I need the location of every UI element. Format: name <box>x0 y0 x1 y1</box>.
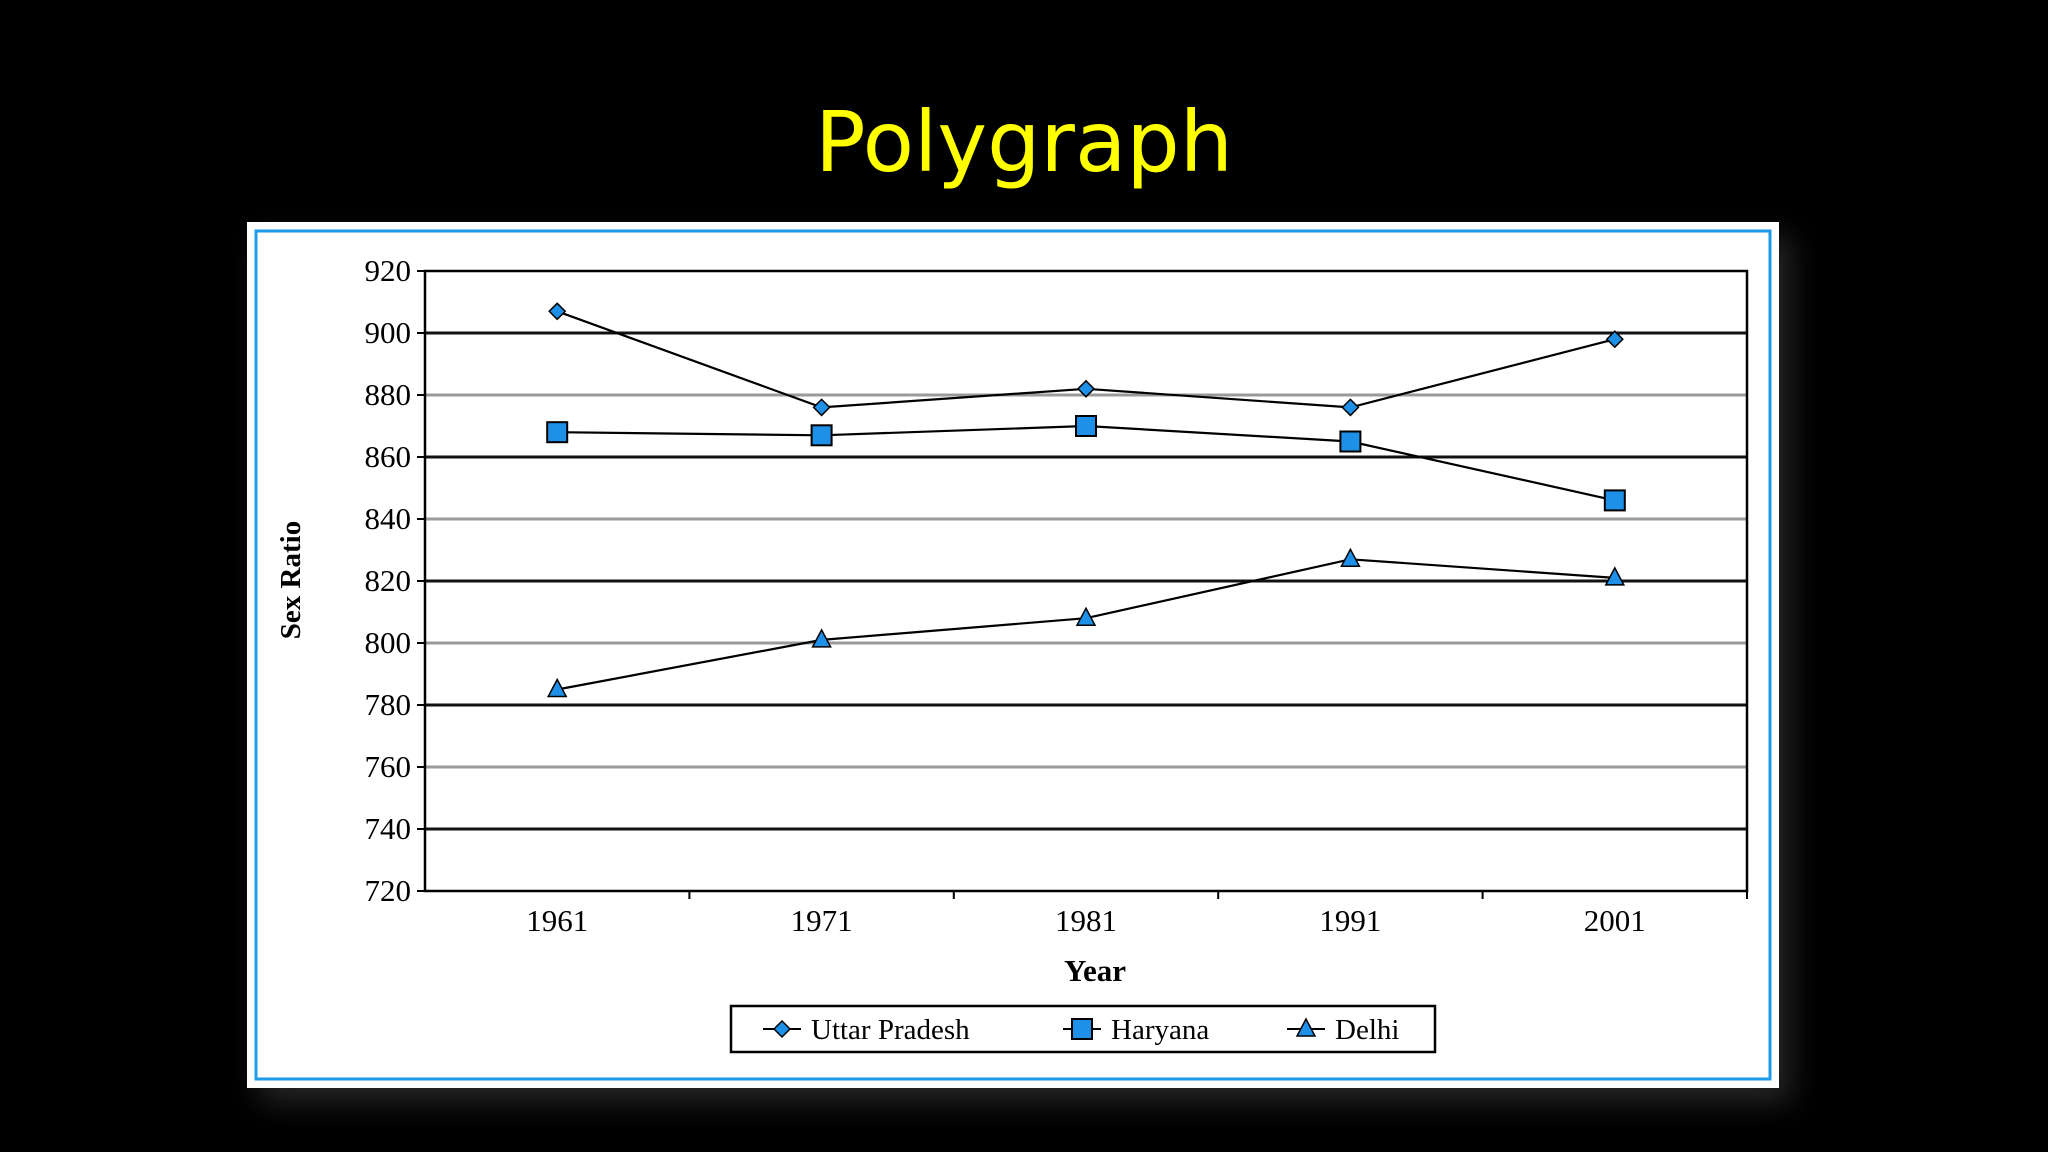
uttar-pradesh-point <box>1605 330 1624 349</box>
uttar-pradesh-point <box>1076 379 1096 398</box>
x-tick-label: 1981 <box>1055 903 1117 938</box>
chart-border <box>254 229 1772 1081</box>
slide-title: Polygraph <box>815 93 1233 191</box>
delhi-point <box>546 677 568 698</box>
uttar-pradesh-point <box>548 302 567 321</box>
haryana-point <box>1075 415 1097 437</box>
x-tick-label: 1961 <box>526 903 588 938</box>
y-tick-label: 800 <box>365 625 412 660</box>
legend-marker-uttar-pradesh <box>772 1019 792 1039</box>
x-tick-label: 1991 <box>1319 903 1381 938</box>
haryana-point <box>1603 489 1626 512</box>
legend-label-uttar-pradesh: Uttar Pradesh <box>811 1014 970 1046</box>
y-tick-label: 880 <box>365 377 412 412</box>
legend-label-delhi: Delhi <box>1335 1014 1399 1046</box>
x-tick-label: 1971 <box>791 903 853 938</box>
sex-ratio-line-chart: 920 900 880 860 840 820 800 780 760 740 720 1961 197… <box>254 229 1772 1081</box>
delhi-point <box>1604 566 1626 586</box>
chart-frame: 920 900 880 860 840 820 800 780 760 740 720 1961 197… <box>247 222 1779 1088</box>
x-axis-title: Year <box>1064 953 1126 988</box>
y-tick-label: 740 <box>365 811 412 846</box>
y-tick-label: 840 <box>365 501 412 536</box>
axis-ticks <box>417 270 1748 899</box>
series-lines <box>546 302 1626 698</box>
legend-label-haryana: Haryana <box>1111 1014 1209 1046</box>
delhi-point <box>1075 606 1097 626</box>
haryana-series-line <box>557 424 1616 502</box>
haryana-point <box>810 424 833 447</box>
haryana-point <box>546 421 569 444</box>
gridlines <box>425 331 1747 831</box>
legend-marker-haryana <box>1071 1018 1093 1040</box>
delhi-point <box>811 628 832 648</box>
y-tick-label: 760 <box>365 749 412 784</box>
legend-marker-delhi <box>1295 1017 1317 1037</box>
x-tick-label: 2001 <box>1584 903 1646 938</box>
y-tick-label: 900 <box>365 315 412 350</box>
y-tick-label: 860 <box>365 439 412 474</box>
uttar-pradesh-point <box>812 398 831 417</box>
delhi-point <box>1340 547 1361 568</box>
y-tick-label: 920 <box>365 253 412 288</box>
axis-labels: 920 900 880 860 840 820 800 780 760 740 720 1961 197… <box>365 253 1646 938</box>
y-axis-title: Sex Ratio <box>275 521 307 639</box>
legend: Uttar Pradesh Haryana Delhi <box>729 1004 1437 1054</box>
y-tick-label: 780 <box>365 687 412 722</box>
y-tick-label: 720 <box>365 873 412 908</box>
uttar-pradesh-point <box>1341 398 1360 417</box>
haryana-point <box>1339 430 1362 453</box>
y-tick-label: 820 <box>365 563 412 598</box>
